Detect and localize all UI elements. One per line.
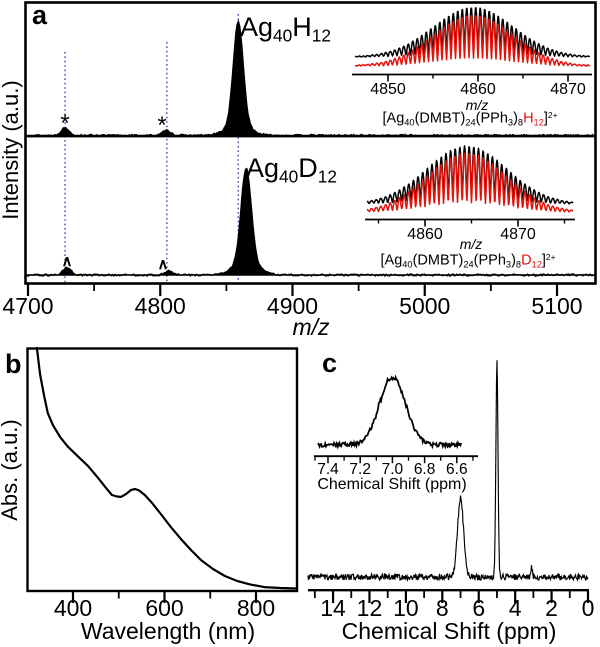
formula-segment: 12 [531,259,542,270]
nmr-inset-tick-label: 7.4 [317,461,339,478]
panel-c-tick-label: 10 [393,595,419,621]
formula-segment: 40 [279,166,299,187]
formula-segment: Ag [246,153,280,183]
nmr-inset-tick-label: 7.2 [349,461,371,478]
panel-a-frame [24,1,597,285]
formula-segment: D [521,252,532,269]
ms-trace-ag40h12 [25,19,598,138]
inset-h-formula: [Ag40(DMBT)24(PPh3)8H12]2+ [383,111,558,128]
formula-segment: (PPh [475,110,508,127]
formula-segment: ) [513,110,518,127]
formula-segment: 8 [515,259,522,270]
nmr-inset-tick-label: 7.0 [381,461,404,478]
inset-h-trace-simulated-red [354,14,591,67]
uvvis-trace [35,346,299,590]
panel-b-y-axis-label: Abs. (a.u.) [0,419,22,521]
panel-a-y-axis-label: Intensity (a.u.) [0,80,23,220]
formula-segment: [Ag [380,252,403,269]
formula-segment: 24 [465,117,476,128]
formula-segment: 3 [507,117,514,128]
formula-segment: 40 [273,25,293,46]
ms-trace-ag40d12 [25,167,595,278]
formula-segment: ] [541,252,546,269]
panel-a-letter: a [32,0,48,30]
panel-c-tick-label: 12 [356,595,383,621]
panel-a-tick-label: 4700 [2,293,54,319]
formula-segment: H [523,110,534,127]
formula-segment: 40 [402,259,413,270]
panel-c-tick-label: 4 [508,595,522,621]
panel-a-tick-label: 5000 [399,293,451,319]
nmr-inset-tick-label: 6.6 [446,461,468,478]
inset-d-tick-label: 4870 [500,226,536,243]
inset-h-tick-label: 4860 [460,81,496,98]
nmr-inset-tick-label: 6.8 [413,461,436,478]
formula-segment: 12 [311,25,331,46]
impurity-marker-caret-1: ∧ [61,253,73,270]
impurity-marker-caret-2: ∧ [157,256,169,273]
nmr-trace [307,360,589,583]
panel-b-x-axis-label: Wavelength (nm) [80,618,256,644]
formula-segment: (PPh [473,252,506,269]
panel-a-x-axis-label: m/z [292,314,330,340]
panel-b-tick-label: 600 [145,595,184,621]
formula-segment: Ag [240,12,274,42]
formula-segment: H [292,12,312,42]
formula-segment: 2+ [547,110,558,120]
inset-h-x-axis-label: m/z [465,97,489,113]
panel-c-inset-x-axis-label: Chemical Shift (ppm) [317,476,467,493]
peak-label-ag40d12: Ag40D12 [246,155,337,186]
panel-c-tick-label: 0 [581,595,595,621]
formula-segment: 12 [533,117,544,128]
panel-a-tick-label: 4900 [266,293,319,319]
panel-c-letter: c [322,348,338,378]
formula-segment: (DMBT) [414,110,466,127]
inset-d-tick-label: 4860 [407,226,443,243]
formula-segment: 40 [404,117,415,128]
panel-c-tick-label: 14 [320,595,346,621]
panel-c-x-axis-label: Chemical Shift (ppm) [341,618,557,644]
panel-b-tick-label: 800 [236,595,276,621]
panel-a-tick-label: 4800 [134,293,186,319]
inset-h-tick-label: 4870 [550,81,586,98]
panel-c-tick-label: 2 [545,595,558,621]
impurity-marker-star-2: * [157,112,167,139]
inset-d-formula: [Ag40(DMBT)24(PPh3)8D12]2+ [381,253,556,270]
inset-d-trace-simulated-red [366,152,574,213]
panel-b-tick-label: 400 [53,595,93,621]
formula-segment: 12 [317,166,337,187]
formula-segment: 3 [505,259,512,270]
impurity-marker-star-1: * [60,110,70,137]
panel-b-frame [26,347,299,593]
panel-c-tick-label: 8 [435,595,449,621]
inset-d-x-axis-label: m/z [459,236,483,252]
panel-c-tick-label: 6 [472,595,486,621]
formula-segment: 2+ [545,252,556,262]
formula-segment: ) [511,252,516,269]
inset-h-tick-label: 4850 [370,81,406,98]
formula-segment: ] [543,110,548,127]
panel-a-tick-label: 5100 [531,293,583,319]
peak-label-ag40h12: Ag40H12 [240,14,331,45]
panel-b-letter: b [5,349,22,379]
formula-segment: [Ag [382,110,405,127]
formula-segment: 24 [463,259,474,270]
formula-segment: 8 [517,117,524,128]
formula-segment: D [298,153,318,183]
nmr-inset-trace [317,374,463,450]
formula-segment: (DMBT) [412,252,464,269]
